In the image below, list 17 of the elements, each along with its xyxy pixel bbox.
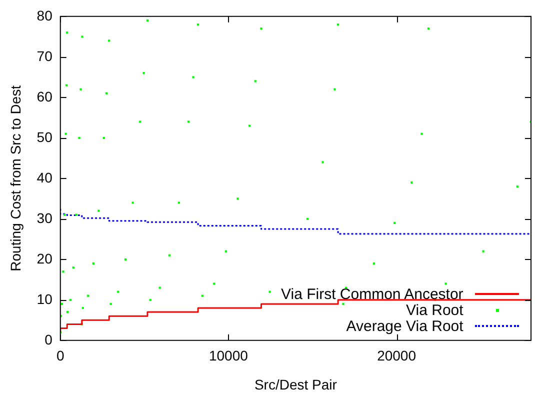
x-axis-title: Src/Dest Pair — [254, 376, 338, 392]
y-tick-label: 30 — [36, 210, 53, 226]
y-tick-label: 70 — [36, 48, 53, 64]
y-tick-label: 10 — [36, 290, 53, 307]
x-tick-label: 10000 — [208, 348, 248, 364]
y-tick-label: 20 — [36, 250, 53, 266]
x-tick-label: 0 — [56, 348, 64, 364]
legend-label: Via Root — [406, 302, 464, 319]
y-tick-label: 60 — [36, 88, 53, 104]
y-tick-label: 50 — [36, 128, 53, 145]
y-tick-label: 0 — [44, 331, 53, 348]
x-tick-label: 20000 — [377, 348, 416, 364]
legend-label: Via First Common Ancestor — [281, 286, 464, 303]
y-tick-label: 40 — [36, 169, 53, 186]
legend-label: Average Via Root — [346, 318, 464, 335]
y-axis-title: Routing Cost from Src to Dest — [7, 85, 24, 272]
y-tick-label: 80 — [36, 7, 53, 24]
